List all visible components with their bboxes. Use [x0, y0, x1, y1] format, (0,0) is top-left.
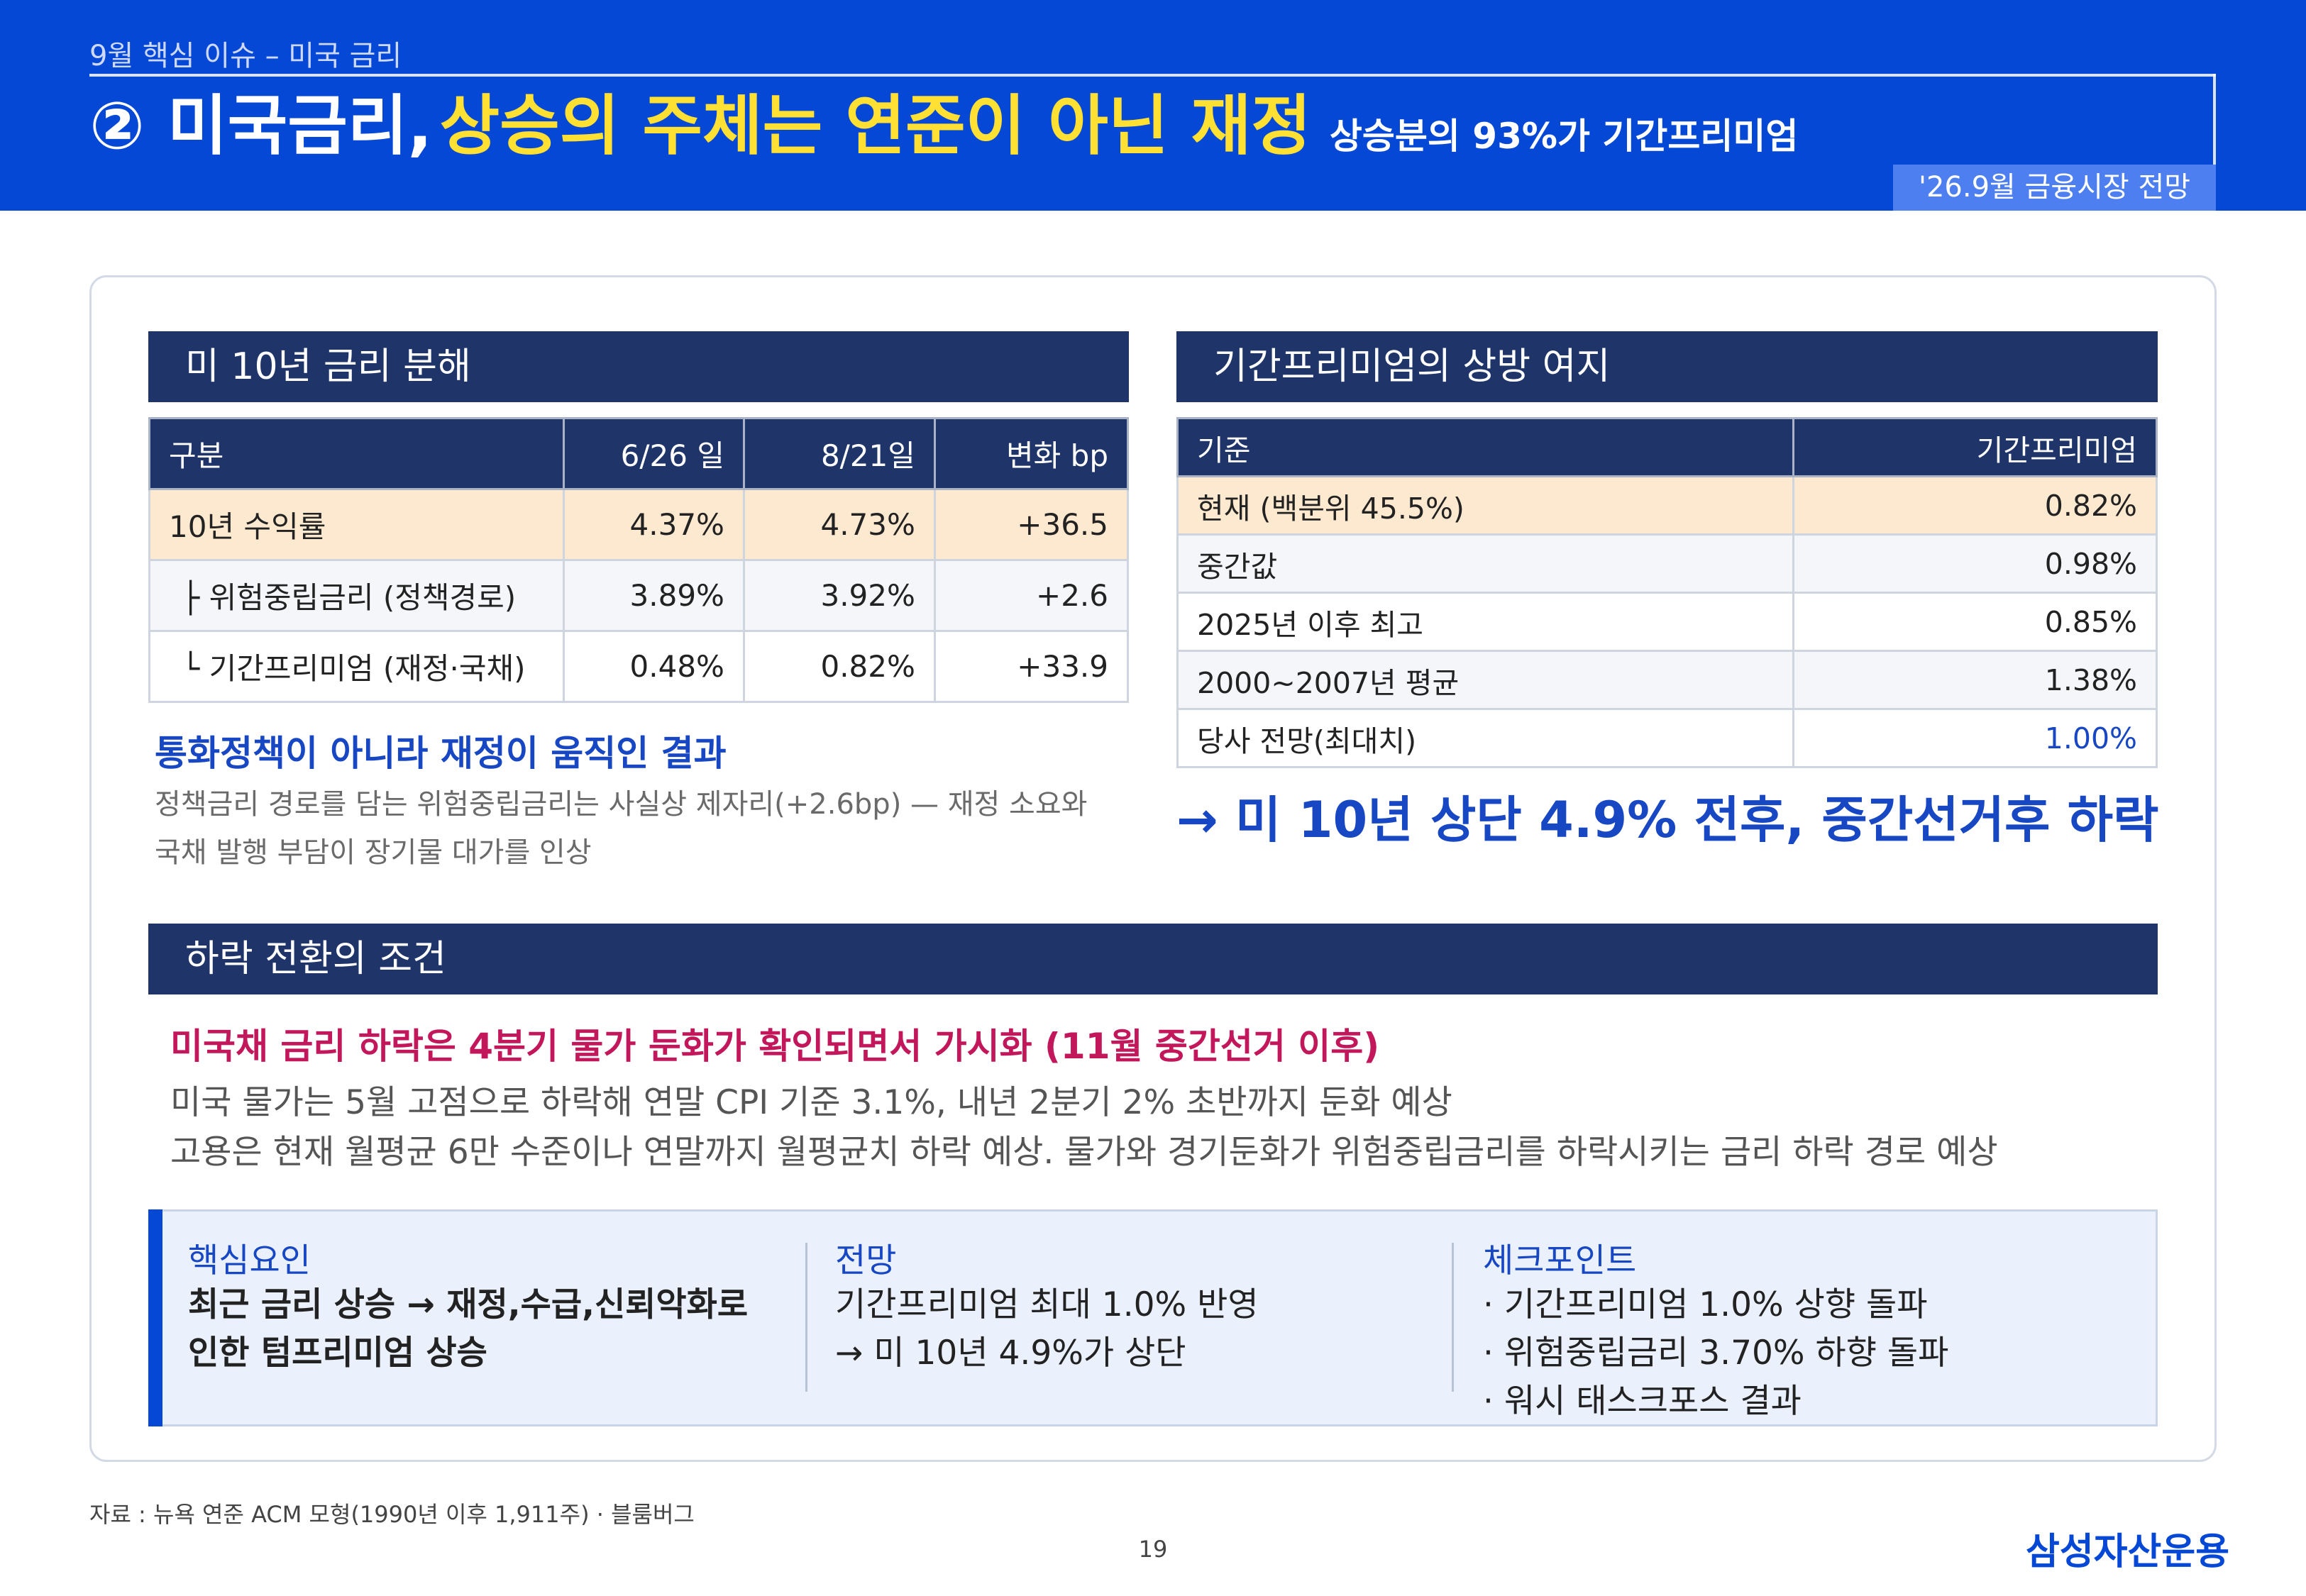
table-cell: 현재 (백분위 45.5%)	[1176, 475, 1795, 536]
section-title-upside: 기간프리미엄의 상방 여지	[1176, 331, 2158, 402]
conditions-line: 미국 물가는 5월 고점으로 하락해 연말 CPI 기준 3.1%, 내년 2분…	[170, 1083, 1452, 1122]
summary-line: · 위험중립금리 3.70% 하향 돌파	[1483, 1334, 1949, 1373]
table-cell: 1.00%	[1792, 708, 2158, 768]
section-kicker: 9월 핵심 이슈 – 미국 금리	[89, 40, 402, 72]
table-cell: └ 기간프리미엄 (재정·국채)	[148, 630, 565, 703]
summary-col-body-outlook: 기간프리미엄 최대 1.0% 반영 → 미 10년 4.9%가 상단	[835, 1281, 1259, 1378]
conditions-line: 고용은 현재 월평균 6만 수준이나 연말까지 월평균치 하락 예상. 물가와 …	[170, 1133, 1998, 1172]
table-cell: +2.6	[933, 559, 1130, 632]
table-cell: 1.38%	[1792, 650, 2158, 710]
upside-table: 기준 기간프리미엄 현재 (백분위 45.5%) 0.82% 중간값 0.98%…	[1176, 417, 2158, 768]
summary-line: 인한 텀프리미엄 상승	[188, 1334, 487, 1373]
table-cell: +33.9	[933, 630, 1130, 703]
summary-line: · 워시 태스크포스 결과	[1483, 1382, 1802, 1421]
column-header: 기간프리미엄	[1792, 417, 2158, 477]
summary-divider	[805, 1243, 807, 1392]
table-cell: 3.92%	[742, 559, 936, 632]
upside-conclusion: → 미 10년 상단 4.9% 전후, 중간선거후 하락	[1176, 791, 2159, 849]
table-cell: 당사 전망(최대치)	[1176, 708, 1795, 768]
table-cell: +36.5	[933, 488, 1130, 561]
header-divider-vertical	[2213, 74, 2216, 165]
report-badge: '26.9월 금융시장 전망	[1893, 165, 2216, 211]
decomposition-table: 구분 6/26 일 8/21일 변화 bp 10년 수익률 4.37% 4.73…	[148, 417, 1130, 703]
column-header: 변화 bp	[933, 417, 1130, 490]
table-row: 현재 (백분위 45.5%) 0.82%	[1176, 475, 2158, 536]
title-highlight: 상승의 주체는 연준이 아닌 재정	[439, 88, 1311, 164]
note-line: 국채 발행 부담이 장기물 대가를 인상	[155, 836, 592, 869]
summary-line: 기간프리미엄 최대 1.0% 반영	[835, 1285, 1259, 1324]
title-main: ② 미국금리,	[89, 88, 433, 164]
column-header: 구분	[148, 417, 565, 490]
decomposition-note-body: 정책금리 경로를 담는 위험중립금리는 사실상 제자리(+2.6bp) — 재정…	[155, 780, 1148, 877]
table-cell: 3.89%	[562, 559, 745, 632]
table-row: 당사 전망(최대치) 1.00%	[1176, 708, 2158, 768]
table-cell: 10년 수익률	[148, 488, 565, 561]
table-row: 2000~2007년 평균 1.38%	[1176, 650, 2158, 710]
table-cell: 4.73%	[742, 488, 936, 561]
summary-col-title-factors: 핵심요인	[188, 1241, 311, 1280]
note-line: 정책금리 경로를 담는 위험중립금리는 사실상 제자리(+2.6bp) — 재정…	[155, 788, 1088, 821]
table-cell: 2025년 이후 최고	[1176, 592, 1795, 652]
section-title-decomposition: 미 10년 금리 분해	[148, 331, 1129, 402]
section-title-conditions: 하락 전환의 조건	[148, 924, 2158, 994]
table-header-row: 기준 기간프리미엄	[1176, 417, 2158, 477]
table-header-row: 구분 6/26 일 8/21일 변화 bp	[148, 417, 1130, 490]
table-cell: 4.37%	[562, 488, 745, 561]
title-subtitle: 상승분의 93%가 기간프리미엄	[1329, 116, 1799, 157]
column-header: 기준	[1176, 417, 1795, 477]
table-cell: 0.85%	[1792, 592, 2158, 652]
summary-divider	[1452, 1243, 1454, 1392]
table-row: ├ 위험중립금리 (정책경로) 3.89% 3.92% +2.6	[148, 559, 1130, 632]
summary-col-title-outlook: 전망	[835, 1241, 897, 1280]
table-row: └ 기간프리미엄 (재정·국채) 0.48% 0.82% +33.9	[148, 630, 1130, 703]
summary-accent-bar	[148, 1209, 162, 1426]
summary-line: · 기간프리미엄 1.0% 상향 돌파	[1483, 1285, 1928, 1324]
brand-logo: 삼성자산운용	[2026, 1531, 2230, 1573]
column-header: 8/21일	[742, 417, 936, 490]
table-cell: 2000~2007년 평균	[1176, 650, 1795, 710]
table-cell: 0.82%	[1792, 475, 2158, 536]
header-divider	[89, 74, 2216, 77]
table-row: 10년 수익률 4.37% 4.73% +36.5	[148, 488, 1130, 561]
summary-col-body-checkpoints: · 기간프리미엄 1.0% 상향 돌파 · 위험중립금리 3.70% 하향 돌파…	[1483, 1281, 1948, 1426]
source-note: 자료 : 뉴욕 연준 ACM 모형(1990년 이후 1,911주) · 블룸버…	[89, 1501, 695, 1528]
page-title: ② 미국금리, 상승의 주체는 연준이 아닌 재정 상승분의 93%가 기간프리미엄	[89, 94, 1798, 159]
decomposition-note-title: 통화정책이 아니라 재정이 움직인 결과	[155, 733, 727, 774]
table-cell: 중간값	[1176, 533, 1795, 594]
summary-col-body-factors: 최근 금리 상승 → 재정,수급,신뢰악화로 인한 텀프리미엄 상승	[188, 1281, 748, 1378]
summary-line: → 미 10년 4.9%가 상단	[835, 1334, 1186, 1373]
summary-box	[148, 1209, 2158, 1426]
table-cell: ├ 위험중립금리 (정책경로)	[148, 559, 565, 632]
table-row: 중간값 0.98%	[1176, 533, 2158, 594]
table-cell: 0.98%	[1792, 533, 2158, 594]
conditions-headline: 미국채 금리 하락은 4분기 물가 둔화가 확인되면서 가시화 (11월 중간선…	[170, 1026, 1380, 1067]
summary-line: 최근 금리 상승 → 재정,수급,신뢰악화로	[188, 1285, 749, 1324]
table-cell: 0.48%	[562, 630, 745, 703]
table-row: 2025년 이후 최고 0.85%	[1176, 592, 2158, 652]
summary-col-title-checkpoints: 체크포인트	[1483, 1241, 1637, 1280]
column-header: 6/26 일	[562, 417, 745, 490]
page-number: 19	[1138, 1536, 1168, 1563]
table-cell: 0.82%	[742, 630, 936, 703]
